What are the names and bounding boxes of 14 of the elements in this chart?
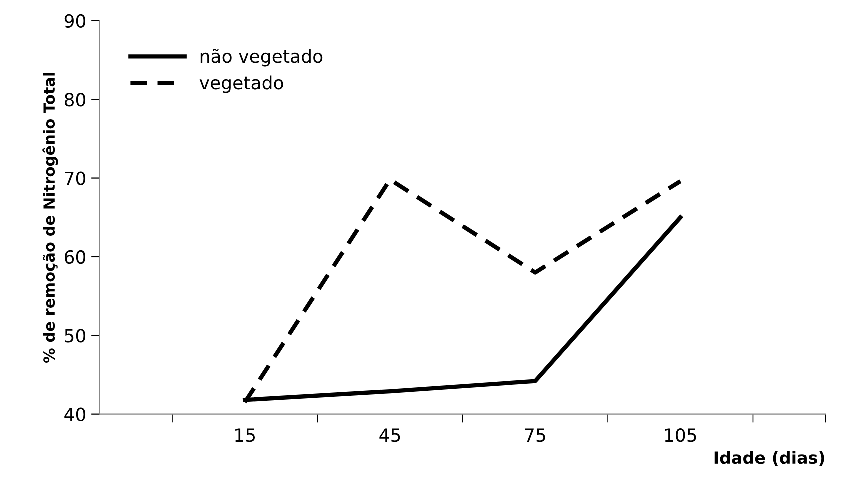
y-tick-label: 40	[64, 408, 86, 422]
x-tick-label: 15	[236, 428, 256, 442]
legend-label: vegetado	[200, 76, 284, 94]
y-axis-title: % de remoção de Nitrogênio Total	[42, 73, 58, 363]
y-tick-label: 90	[64, 14, 86, 28]
x-axis-title: Idade (dias)	[714, 451, 824, 466]
y-tick-label: 80	[64, 93, 86, 107]
legend-label: não vegetado	[200, 48, 323, 67]
x-tick-label: 45	[380, 428, 400, 442]
x-tick-label: 75	[525, 428, 546, 442]
y-tick-label: 50	[65, 329, 86, 343]
y-tick-label: 60	[65, 250, 86, 264]
y-tick-label: 70	[65, 172, 86, 186]
x-tick-label: 105	[665, 428, 696, 442]
